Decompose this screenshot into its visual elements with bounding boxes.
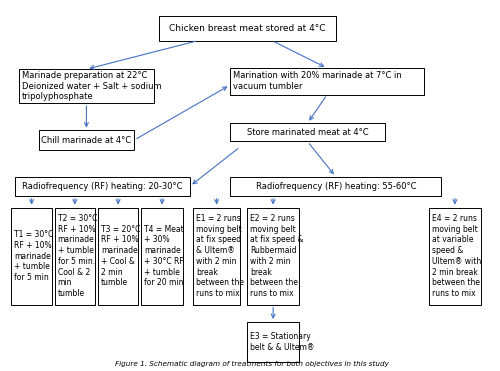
Text: Marinade preparation at 22°C
Deionized water + Salt + sodium
tripolyphosphate: Marinade preparation at 22°C Deionized w… [22,71,162,101]
Text: Chicken breast meat stored at 4°C: Chicken breast meat stored at 4°C [169,24,326,33]
Text: E4 = 2 runs
moving belt
at variable
speed &
Ultem® with
2 min break
between the
: E4 = 2 runs moving belt at variable spee… [432,214,482,298]
Text: Marination with 20% marinade at 7°C in
vacuum tumbler: Marination with 20% marinade at 7°C in v… [233,72,402,91]
Text: T1 = 30°C
RF + 10%
marinade
+ tumble
for 5 min: T1 = 30°C RF + 10% marinade + tumble for… [14,230,54,282]
FancyBboxPatch shape [194,207,240,305]
Text: E2 = 2 runs
moving belt
at fix speed &
Rubbermaid
with 2 min
break
between the
r: E2 = 2 runs moving belt at fix speed & R… [250,214,304,298]
Text: T2 = 30°C
RF + 10%
marinade
+ tumble
for 5 min.
Cool & 2
min
tumble: T2 = 30°C RF + 10% marinade + tumble for… [58,214,97,298]
FancyBboxPatch shape [16,177,190,196]
FancyBboxPatch shape [230,68,424,95]
Text: Store marinated meat at 4°C: Store marinated meat at 4°C [246,128,368,137]
FancyBboxPatch shape [54,207,95,305]
FancyBboxPatch shape [429,207,480,305]
FancyBboxPatch shape [248,207,299,305]
Text: Chill marinade at 4°C: Chill marinade at 4°C [42,135,132,145]
FancyBboxPatch shape [12,207,52,305]
Text: Radiofrequency (RF) heating: 20-30°C: Radiofrequency (RF) heating: 20-30°C [22,182,183,191]
FancyBboxPatch shape [248,322,299,362]
Text: Radiofrequency (RF) heating: 55-60°C: Radiofrequency (RF) heating: 55-60°C [256,182,416,191]
FancyBboxPatch shape [230,123,385,141]
FancyBboxPatch shape [141,207,183,305]
FancyBboxPatch shape [38,131,134,150]
FancyBboxPatch shape [19,69,154,103]
Text: T3 = 20°C
RF + 10%
marinade
+ Cool &
2 min
tumble: T3 = 20°C RF + 10% marinade + Cool & 2 m… [101,225,140,288]
Text: E3 = Stationary
belt & & Ultem®: E3 = Stationary belt & & Ultem® [250,332,314,352]
Text: E1 = 2 runs
moving belt
at fix speed
& Ultem®
with 2 min
break
between the
runs : E1 = 2 runs moving belt at fix speed & U… [196,214,244,298]
Text: T4 = Meat
+ 30%
marinade
+ 30°C RF
+ tumble
for 20 min: T4 = Meat + 30% marinade + 30°C RF + tum… [144,225,184,288]
FancyBboxPatch shape [159,16,336,40]
Text: Figure 1. Schematic diagram of treatments for both objectives in this study: Figure 1. Schematic diagram of treatment… [116,361,389,367]
FancyBboxPatch shape [98,207,138,305]
FancyBboxPatch shape [230,177,442,196]
